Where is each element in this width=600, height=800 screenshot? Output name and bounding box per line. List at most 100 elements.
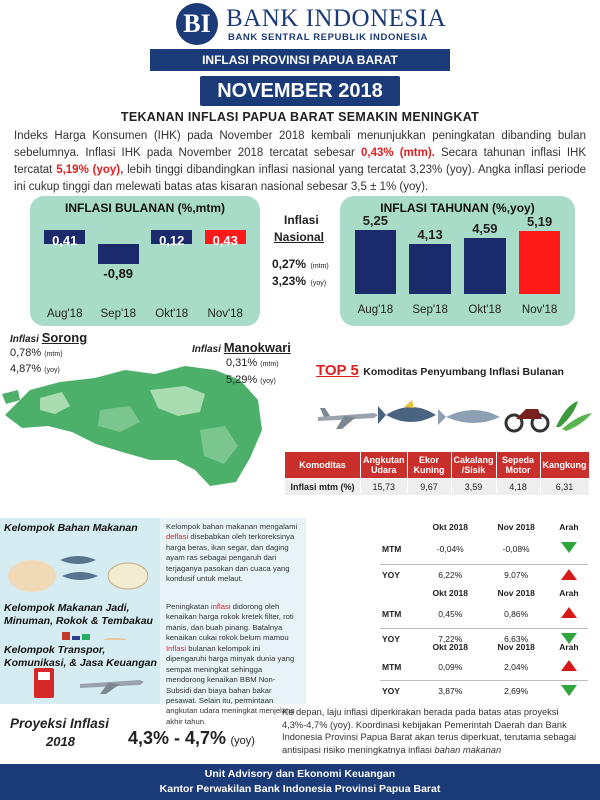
chart-x-tick-label: Aug'18 xyxy=(47,308,83,320)
yearly-inflation-chart: 5,25 Aug'18 4,13 Sep'18 4,59 Okt'18 5,19 Nov'18 xyxy=(340,196,575,326)
map-manokwari-region xyxy=(150,386,205,416)
group-description: Kelompok bahan makanan mengalami deflasi… xyxy=(160,518,306,598)
chart-data-label: 4,59 xyxy=(472,221,498,237)
col-okt: Okt 2018 xyxy=(432,588,468,598)
cell-nov: 2,04% xyxy=(504,661,529,672)
month-title: NOVEMBER 2018 xyxy=(200,76,400,106)
top5-col-header: Angkutan Udara xyxy=(360,451,408,479)
chart-x-tick-label: Nov'18 xyxy=(207,308,243,320)
projection-title: Proyeksi Inflasi xyxy=(10,716,110,731)
footer-line-2: Kantor Perwakilan Bank Indonesia Provins… xyxy=(159,783,441,795)
transport-icons xyxy=(34,668,144,698)
arrow-up-icon xyxy=(560,607,577,619)
sorong-yoy-value: 4,87% xyxy=(10,363,42,375)
arrow-down-icon xyxy=(560,542,577,554)
top5-cell: 3,59 xyxy=(450,478,497,496)
top5-icons xyxy=(318,400,592,433)
chart-bar xyxy=(151,230,193,244)
row-label: MTM xyxy=(382,608,402,619)
motorcycle-icon xyxy=(504,409,550,433)
cell-nov: 2,69% xyxy=(482,679,550,702)
top5-table: Komoditas Angkutan Udara Ekor Kuning Cak… xyxy=(284,451,590,496)
sorong-mtm-value: 0,78% xyxy=(10,347,42,359)
top5-header-first: Komoditas xyxy=(284,451,361,479)
map-region xyxy=(98,406,140,432)
cell-nov: 6,63% xyxy=(482,627,550,650)
chart-data-label: 5,25 xyxy=(362,213,389,228)
cell-okt: 6,22% xyxy=(418,563,483,586)
sorong-mtm-unit: (mtm) xyxy=(44,351,63,358)
group-desc-text: disebabkan oleh terkoreksinya harga bera… xyxy=(166,532,295,584)
manokwari-label-pre: Inflasi xyxy=(192,344,224,355)
projection-text-a: Ke depan, laju inflasi diperkirakan bera… xyxy=(282,707,577,755)
region-band: INFLASI PROVINSI PAPUA BARAT xyxy=(150,49,450,71)
top5-cell: 4,18 xyxy=(495,478,541,496)
row-label: MTM xyxy=(382,543,402,554)
col-okt: Okt 2018 xyxy=(432,522,468,532)
chart-x-tick-label: Aug'18 xyxy=(357,304,394,316)
arrow-up-icon xyxy=(560,660,577,672)
group-name-box: Kelompok Bahan Makanan xyxy=(0,518,160,598)
footer-line-1: Unit Advisory dan Ekonomi Keuangan xyxy=(204,768,396,780)
col-arah: Arah xyxy=(559,522,579,532)
top5-cell: 15,73 xyxy=(360,478,408,496)
arrow-up-icon xyxy=(560,568,577,580)
kangkung-icon xyxy=(556,401,592,431)
bank-name: BANK INDONESIA xyxy=(226,5,447,32)
bank-indonesia-logo: BI xyxy=(176,3,218,45)
chart-data-label: 0,41 xyxy=(52,233,78,248)
national-yoy: 3,23% (yoy) xyxy=(272,272,326,290)
tuna-fish-icon xyxy=(378,400,436,424)
sorong-yoy: 4,87% (yoy) xyxy=(10,363,60,375)
cell-nov: 0,86% xyxy=(504,608,529,619)
chart-bar xyxy=(518,230,561,294)
top5-table-wrap: Komoditas Angkutan Udara Ekor Kuning Cak… xyxy=(284,451,590,496)
intro-text: Secara tahunan inflasi IHK tercatat xyxy=(14,147,586,176)
group-desc-highlight: deflasi xyxy=(166,532,189,542)
cell-nov: 9,07% xyxy=(482,563,550,586)
row-label: YOY xyxy=(380,627,419,650)
group-desc-text: Kelompok bahan makanan mengalami xyxy=(166,522,298,531)
national-mtm: 0,27% (mtm) xyxy=(272,255,329,273)
chart-x-tick-label: Sep'18 xyxy=(100,308,136,320)
cell-nov: -0,08% xyxy=(502,543,530,554)
col-arah: Arah xyxy=(559,588,579,598)
group-desc-text: Peningkatan xyxy=(166,602,211,611)
top5-title-rest: Komoditas Penyumbang Inflasi Bulanan xyxy=(363,366,564,378)
chart-bar xyxy=(464,238,506,294)
manokwari-city: Manokwari xyxy=(223,340,291,355)
sorong-label: Inflasi Sorong xyxy=(10,330,87,345)
top5-title: TOP 5 Komoditas Penyumbang Inflasi Bulan… xyxy=(316,362,600,380)
yearly-chart-title: INFLASI TAHUNAN (%,yoy) xyxy=(380,201,535,215)
chart-bar xyxy=(204,230,246,244)
manokwari-yoy-unit: (yoy) xyxy=(260,378,276,385)
page-title: TEKANAN INFLASI PAPUA BARAT SEMAKIN MENI… xyxy=(120,110,480,124)
chart-bar xyxy=(44,230,86,244)
airplane-wing xyxy=(100,683,120,694)
sorong-label-pre: Inflasi xyxy=(10,334,42,345)
group-name: Kelompok Transpor, Komunikasi, & Jasa Ke… xyxy=(4,644,157,669)
row-label: YOY xyxy=(380,679,419,702)
national-title-1: Inflasi xyxy=(284,213,319,227)
arrow-down-icon xyxy=(560,684,577,696)
group-food: Kelompok Bahan Makanan Kelompok bahan ma… xyxy=(0,518,600,598)
map-region xyxy=(5,366,262,486)
group-name-box: Kelompok Transpor, Komunikasi, & Jasa Ke… xyxy=(0,640,160,704)
projection-range-box: 4,3% - 4,7% (yoy) xyxy=(128,728,255,749)
chart-bar xyxy=(354,230,397,294)
group-table: Okt 2018 Nov 2018 Arah MTM -0,04% -0,08% YOY… xyxy=(380,520,600,586)
monthly-chart-title: INFLASI BULANAN (%,mtm) xyxy=(65,201,225,215)
intro-text: Indeks Harga Konsumen (IHK) pada Novembe… xyxy=(14,130,586,159)
group-description: Inflasi bulanan kelompok ini dipengaruhi… xyxy=(160,640,306,726)
chart-x-tick-label: Sep'18 xyxy=(412,304,448,316)
group-transport: Kelompok Transpor, Komunikasi, & Jasa Ke… xyxy=(0,640,600,726)
projection-year: 2018 xyxy=(46,734,75,749)
chart-data-label: 0,43 xyxy=(212,233,238,248)
row-label: YOY xyxy=(380,563,419,586)
arrow-down-icon xyxy=(560,632,577,644)
col-nov: Nov 2018 xyxy=(497,642,535,652)
chart-data-label: 4,13 xyxy=(417,226,443,242)
group-table: Okt 2018 Nov 2018 Arah MTM 0,09% 2,04% YOY 3,… xyxy=(380,640,600,702)
airplane-icon xyxy=(318,408,378,429)
manokwari-yoy-value: 5,29% xyxy=(226,374,258,386)
